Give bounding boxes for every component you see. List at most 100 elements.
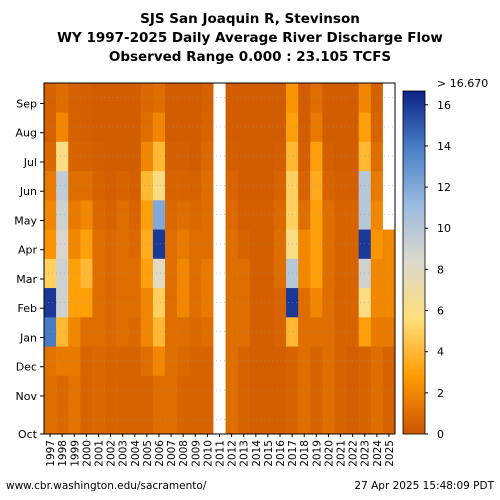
y-tick-label-nov: Nov <box>16 390 38 403</box>
y-tick-label-may: May <box>14 214 37 227</box>
heatmap-cell-2014-feb <box>249 287 263 318</box>
heatmap-cell-2005-mar <box>140 258 154 289</box>
y-tick-label-feb: Feb <box>18 302 37 315</box>
generated-timestamp: 27 Apr 2025 15:48:09 PDT <box>354 480 494 492</box>
heatmap-cell-2013-nov <box>237 375 251 406</box>
heatmap-cell-2010-jun <box>201 170 214 201</box>
heatmap-cell-2012-feb <box>225 287 238 318</box>
x-tick-label-1999: 1999 <box>69 440 81 467</box>
heatmap-cell-1999-may <box>68 200 81 230</box>
x-tick-label-2021: 2021 <box>336 440 348 467</box>
heatmap-cell-2009-oct <box>189 404 202 435</box>
heatmap-cell-1998-mar <box>56 258 69 289</box>
heatmap-cell-2013-mar <box>237 258 251 289</box>
heatmap-cell-2012-jul <box>225 141 238 172</box>
heatmap-cell-2010-nov <box>201 375 214 406</box>
heatmap-cell-2002-dec <box>104 346 117 376</box>
heatmap-cell-2025-jul <box>382 141 396 172</box>
colorbar-tick-label-12: 12 <box>437 181 451 194</box>
heatmap-cell-2002-jun <box>104 170 117 201</box>
heatmap-cell-2008-oct <box>177 404 190 435</box>
heatmap-cell-1998-jun <box>56 170 69 201</box>
colorbar-tick-label-2: 2 <box>437 387 444 400</box>
heatmap-cell-1998-oct <box>56 404 69 435</box>
heatmap-cell-2001-apr <box>92 229 105 259</box>
heatmap-cell-1999-nov <box>68 375 81 406</box>
heatmap-cell-2004-sep <box>128 83 142 113</box>
heatmap-cell-2006-nov <box>152 375 166 406</box>
heatmap-cell-2004-dec <box>128 346 142 376</box>
heatmap-cell-2007-apr <box>165 229 178 259</box>
heatmap-cell-2002-nov <box>104 375 117 406</box>
heatmap-cell-2009-apr <box>189 229 202 259</box>
heatmap-cell-2008-may <box>177 200 190 230</box>
x-tick-label-1997: 1997 <box>45 440 57 467</box>
x-tick-label-2007: 2007 <box>166 440 178 467</box>
heatmap-cell-2011-nov <box>213 375 226 406</box>
heatmap-cell-2003-oct <box>116 404 130 435</box>
x-tick-label-2004: 2004 <box>130 440 142 467</box>
heatmap-cell-2008-apr <box>177 229 190 259</box>
x-tick-label-2020: 2020 <box>323 440 335 467</box>
source-url[interactable]: www.cbr.washington.edu/sacramento/ <box>6 480 207 492</box>
heatmap-cell-2025-nov <box>382 375 396 406</box>
x-tick-label-2001: 2001 <box>93 440 105 467</box>
heatmap-cell-2025-sep <box>382 83 396 113</box>
x-tick-label-2016: 2016 <box>275 440 287 467</box>
heatmap-cell-1999-jul <box>68 141 81 172</box>
x-tick-label-2013: 2013 <box>239 440 251 467</box>
heatmap-cell-2001-oct <box>92 404 105 435</box>
heatmap-cell-2007-mar <box>165 258 178 289</box>
heatmap-cell-2004-mar <box>128 258 142 289</box>
x-tick-label-2019: 2019 <box>311 440 323 467</box>
heatmap-cell-2009-aug <box>189 112 202 142</box>
heatmap-cell-2005-sep <box>140 83 154 113</box>
heatmap-cell-2009-mar <box>189 258 202 289</box>
colorbar: 0 2 4 6 8 10 12 14 16 > 16.670 <box>402 77 488 441</box>
y-tick-label-aug: Aug <box>16 127 37 140</box>
heatmap-cell-2005-feb <box>140 287 154 318</box>
heatmap-cell-1999-oct <box>68 404 81 435</box>
x-tick-label-2018: 2018 <box>299 440 311 467</box>
heatmap-cell-2006-mar <box>152 258 166 289</box>
heatmap-cell-2004-jan <box>128 317 142 347</box>
heatmap-cell-2010-sep <box>201 83 214 113</box>
heatmap-cell-1998-jan <box>56 317 69 347</box>
heatmap-cell-2007-may <box>165 200 178 230</box>
heatmap-cell-2004-may <box>128 200 142 230</box>
y-tick-label-jul: Jul <box>23 156 37 169</box>
heatmap-cell-2007-jul <box>165 141 178 172</box>
y-tick-label-dec: Dec <box>16 361 37 374</box>
x-tick-label-2010: 2010 <box>202 440 214 467</box>
heatmap-cell-2007-nov <box>165 375 178 406</box>
heatmap-cell-1998-sep <box>56 83 69 113</box>
heatmap-cell-2011-sep <box>213 83 226 113</box>
x-tick-label-1998: 1998 <box>57 440 69 467</box>
colorbar-tick-label-14: 14 <box>437 140 451 153</box>
heatmap-cell-1998-may <box>56 200 69 230</box>
heatmap-cell-2004-feb <box>128 287 142 318</box>
heatmap-cell-1997-jul <box>44 141 57 172</box>
heatmap-cell-2013-feb <box>237 287 251 318</box>
heatmap-cell-2011-may <box>213 200 226 230</box>
heatmap-cell-1998-aug <box>56 112 69 142</box>
x-tick-label-2000: 2000 <box>81 440 93 467</box>
heatmap-cell-2005-may <box>140 200 154 230</box>
heatmap-cell-2025-apr <box>382 229 396 259</box>
heatmap-cell-1999-feb <box>68 287 81 318</box>
heatmap-cell-2014-jan <box>249 317 263 347</box>
heatmap-cell-2001-nov <box>92 375 105 406</box>
heatmap-cell-2001-dec <box>92 346 105 376</box>
heatmap-cell-2013-jun <box>237 170 251 201</box>
heatmap-cell-2010-feb <box>201 287 214 318</box>
heatmap-cells <box>44 83 396 435</box>
heatmap-cell-2014-may <box>249 200 263 230</box>
x-tick-label-2003: 2003 <box>118 440 130 467</box>
heatmap-cell-2009-jul <box>189 141 202 172</box>
heatmap-cell-2009-jun <box>189 170 202 201</box>
heatmap-cell-2012-oct <box>225 404 238 435</box>
heatmap-cell-2012-mar <box>225 258 238 289</box>
y-tick-label-jun: Jun <box>19 185 37 198</box>
heatmap-cell-2008-nov <box>177 375 190 406</box>
heatmap-cell-2012-aug <box>225 112 238 142</box>
